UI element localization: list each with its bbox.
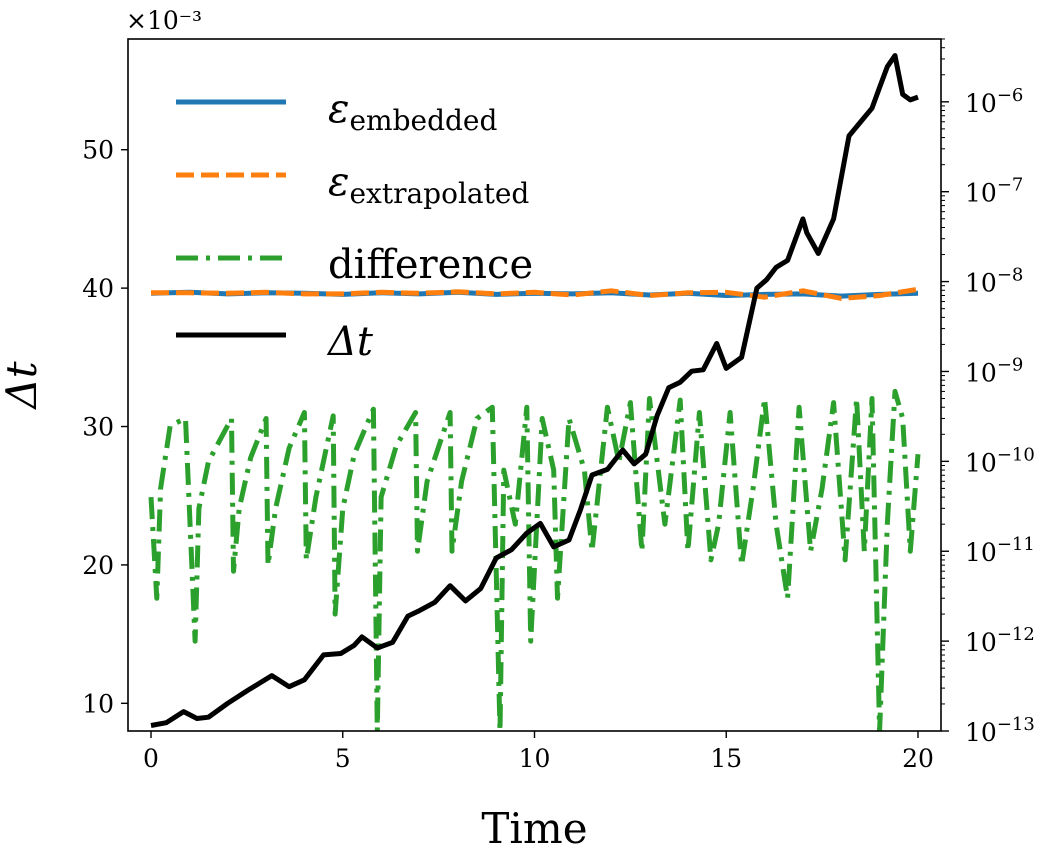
x-axis-title: Time bbox=[481, 804, 587, 853]
y2-tick-label: 10−10 bbox=[965, 444, 1035, 477]
series-line-t bbox=[150, 53, 919, 728]
y-tick-label: 20 bbox=[82, 551, 114, 580]
legend-label: εextrapolated bbox=[328, 159, 529, 210]
x-tick-label: 0 bbox=[143, 744, 159, 773]
y-tick-label: 50 bbox=[82, 136, 114, 165]
x-tick-label: 15 bbox=[710, 744, 742, 773]
y2-tick-label: 10−13 bbox=[965, 714, 1035, 747]
legend-label: difference bbox=[328, 242, 533, 288]
x-tick-label: 20 bbox=[902, 744, 934, 773]
x-tick-label: 10 bbox=[519, 744, 551, 773]
y-tick-label: 40 bbox=[82, 274, 114, 303]
y2-tick-label: 10−7 bbox=[965, 175, 1023, 208]
series-line-extrapolated bbox=[151, 286, 919, 301]
series-line-difference bbox=[148, 388, 921, 731]
series-lines bbox=[148, 53, 921, 731]
y2-tick-label: 10−12 bbox=[965, 624, 1035, 657]
y-axis-title: Δt bbox=[0, 361, 46, 410]
y-tick-label: 10 bbox=[82, 689, 114, 718]
ticks: 0 5 10 15 20 10 20 30 40 50 10−13 10−12 10−11 10−10 10… bbox=[82, 38, 1035, 773]
y2-tick-label: 10−9 bbox=[965, 354, 1023, 387]
legend: εembedded εextrapolated difference Δt bbox=[176, 86, 533, 365]
x-tick-label: 5 bbox=[335, 744, 351, 773]
y2-tick-label: 10−11 bbox=[965, 534, 1035, 567]
y2-tick-label: 10−8 bbox=[965, 265, 1023, 298]
axes-frame bbox=[127, 38, 942, 732]
legend-label: εembedded bbox=[328, 86, 498, 137]
y2-tick-label: 10−6 bbox=[965, 85, 1023, 118]
y-tick-label: 30 bbox=[82, 413, 114, 442]
y-axis-multiplier: ×10⁻³ bbox=[126, 6, 202, 35]
legend-label: Δt bbox=[326, 319, 374, 365]
